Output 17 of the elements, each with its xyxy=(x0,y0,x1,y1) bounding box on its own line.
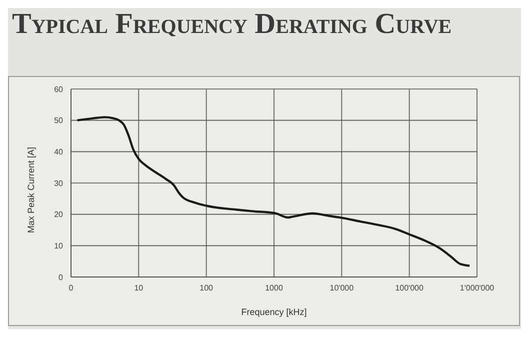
y-tick-label: 10 xyxy=(54,242,64,251)
y-tick-label: 0 xyxy=(58,272,64,282)
y-tick-label: 50 xyxy=(54,116,64,126)
x-tick-label: 1000 xyxy=(265,284,284,293)
y-axis-title: Max Peak Current [A] xyxy=(26,146,36,233)
x-tick-label: 100'000 xyxy=(395,284,424,293)
x-tick-label: 0 xyxy=(68,284,74,293)
y-tick-label: 20 xyxy=(54,210,64,220)
x-axis-title: Frequency [kHz] xyxy=(241,307,307,317)
x-tick-label: 10'000 xyxy=(330,284,354,293)
x-tick-label: 1'000'000 xyxy=(460,284,495,293)
chart-title: Typical Frequency Derating Curve xyxy=(12,8,452,41)
y-tick-label: 30 xyxy=(54,178,64,188)
y-tick-label: 60 xyxy=(54,84,64,94)
x-tick-label: 100 xyxy=(200,284,214,293)
x-tick-label: 10 xyxy=(134,284,144,293)
y-tick-label: 40 xyxy=(54,148,64,157)
